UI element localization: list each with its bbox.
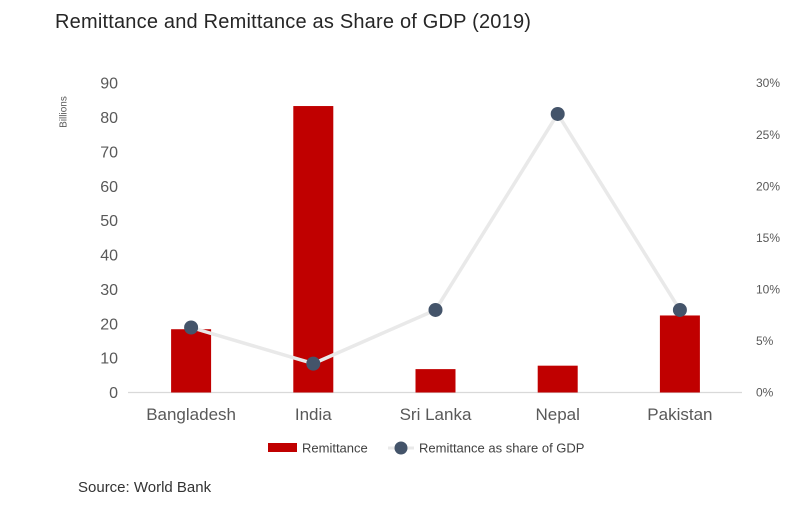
source-note: Source: World Bank (78, 479, 212, 496)
left-axis-tick-label: 40 (100, 248, 118, 265)
right-axis-tick-label: 5% (756, 334, 774, 348)
right-axis-tick-label: 20% (756, 179, 780, 193)
legend-remittance-label: Remittance (302, 441, 368, 456)
legend-gdp-marker-icon (394, 441, 408, 455)
left-axis-tick-label: 50 (100, 213, 118, 230)
legend-remittance-swatch (268, 443, 297, 452)
bar-pakistan (659, 315, 700, 393)
gdp-share-marker-nepal (550, 106, 565, 121)
left-axis-tick-label: 60 (100, 179, 118, 196)
x-axis-label-sri-lanka: Sri Lanka (400, 405, 472, 424)
left-axis-tick-label: 20 (100, 316, 118, 333)
right-axis-tick-label: 0% (756, 386, 774, 400)
right-axis-tick-label: 10% (756, 283, 780, 297)
gdp-share-line (190, 112, 682, 366)
left-axis-tick-label: 70 (100, 144, 118, 161)
gdp-share-marker-pakistan (672, 302, 687, 317)
legend-gdp-label: Remittance as share of GDP (419, 441, 584, 456)
bar-sri-lanka (415, 369, 456, 393)
gdp-share-marker-sri-lanka (428, 302, 443, 317)
right-axis-tick-label: 25% (756, 128, 780, 142)
bar-nepal (537, 365, 578, 393)
x-axis-label-nepal: Nepal (535, 405, 579, 424)
x-axis-label-pakistan: Pakistan (647, 405, 712, 424)
right-axis-tick-label: 30% (756, 76, 780, 90)
x-axis-label-india: India (295, 405, 332, 424)
left-axis-title: Billions (59, 96, 70, 128)
left-axis-tick-label: 0 (109, 385, 118, 402)
gdp-share-marker-india (306, 356, 321, 371)
left-axis-tick-label: 90 (100, 76, 118, 93)
chart-title: Remittance and Remittance as Share of GD… (55, 11, 532, 33)
gdp-share-marker-bangladesh (184, 320, 199, 335)
left-axis-tick-label: 80 (100, 110, 118, 127)
bar-bangladesh (171, 329, 212, 393)
left-axis-tick-label: 30 (100, 282, 118, 299)
bar-india (293, 106, 334, 393)
x-axis-label-bangladesh: Bangladesh (146, 405, 236, 424)
left-axis-tick-label: 10 (100, 351, 118, 368)
right-axis-tick-label: 15% (756, 231, 780, 245)
